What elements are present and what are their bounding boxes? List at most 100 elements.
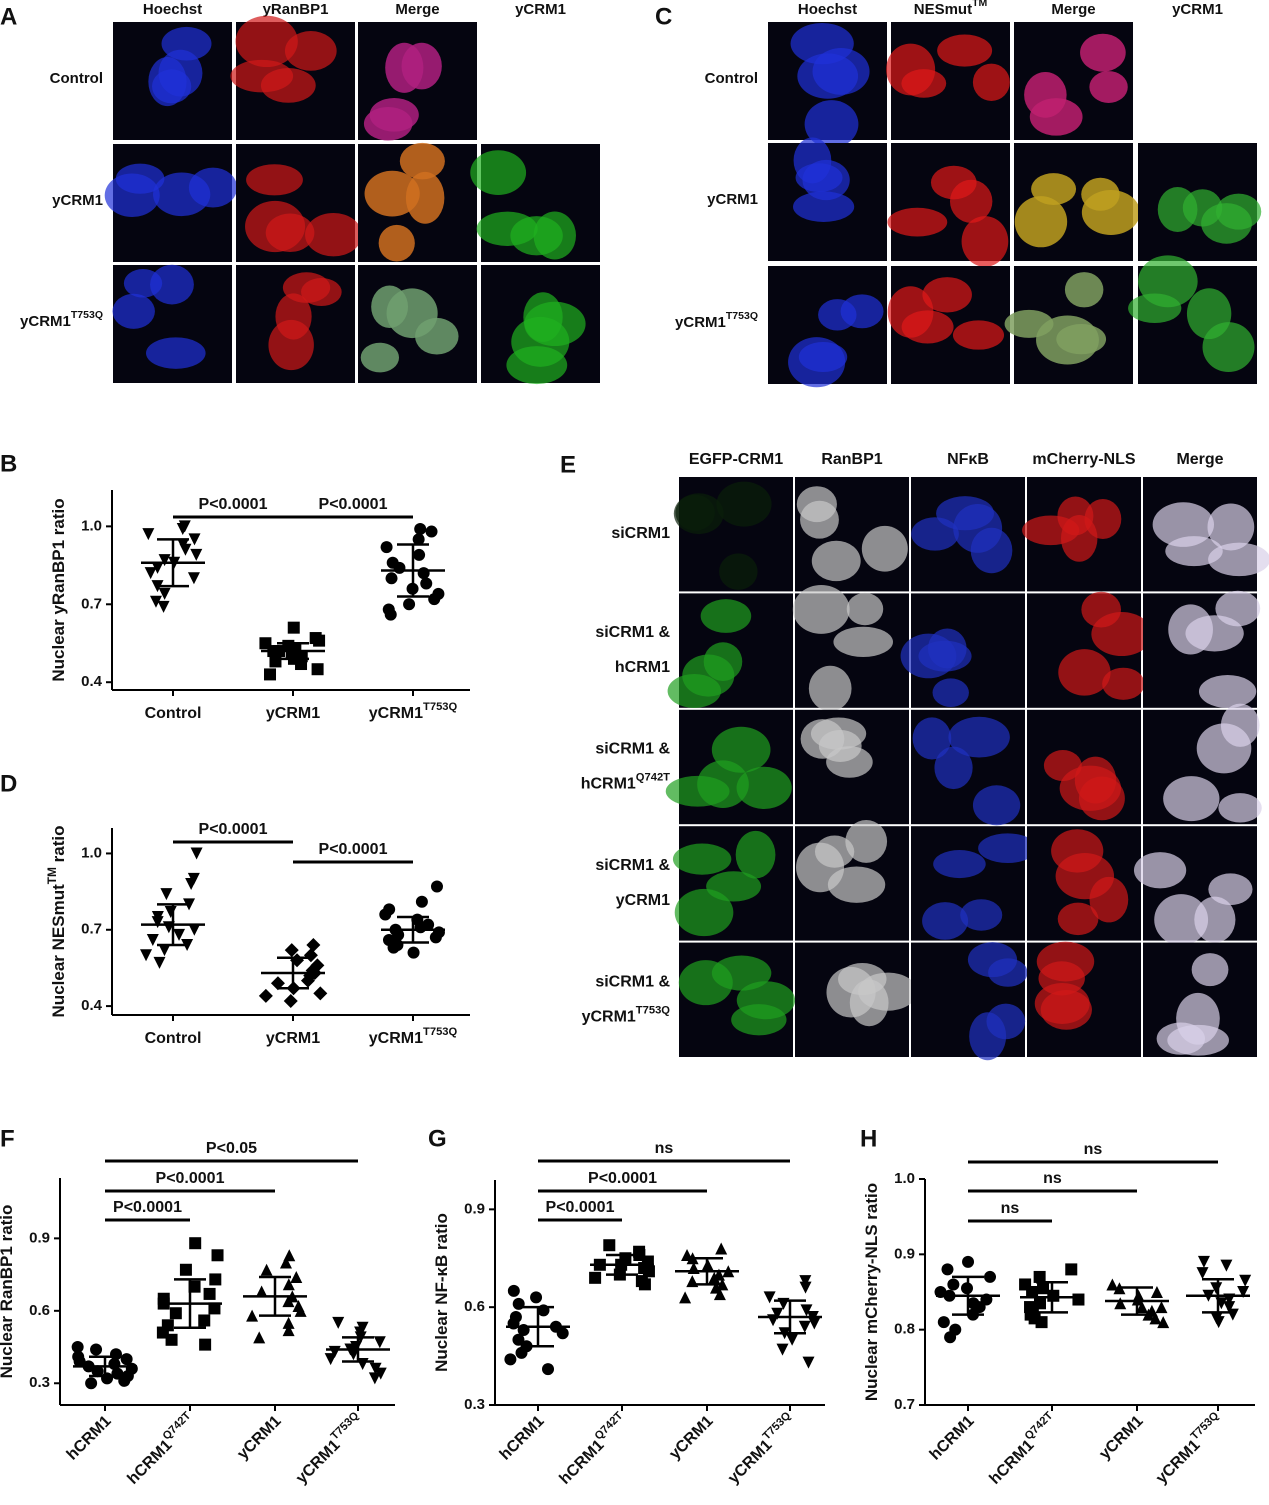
x-tick-label: hCRM1Q742T [554,1410,632,1488]
data-point [1196,1267,1209,1280]
data-point [380,541,393,554]
data-point [1072,1293,1085,1306]
y-tick-label: 0.8 [894,1321,915,1338]
y-tick-label: 0.9 [464,1200,485,1217]
x-tick-label: yCRM1T753Q [1150,1410,1228,1488]
data-point [1226,1308,1239,1321]
data-point [1197,1255,1210,1268]
data-point [412,533,425,546]
y-tick-label: 0.9 [29,1229,50,1246]
row-label: yCRM1T753Q [675,310,758,331]
cell-signal [703,642,743,681]
data-point [284,943,299,958]
cell-signal [810,717,867,750]
cell-signal [804,100,859,149]
data-point [253,1331,266,1344]
cell-signal [700,599,752,633]
data-point [189,1237,202,1250]
data-point [140,949,153,962]
data-point [1113,1282,1126,1295]
x-tick-label: hCRM1 [64,1413,115,1464]
row-label-text: siCRM1 [611,525,670,542]
cell-signal [711,955,772,991]
data-point [414,522,427,535]
cell-signal [1154,894,1209,946]
column-header: NESmutTM [914,0,988,18]
cell-signal [706,871,762,902]
row-label-text: yCRM1 [52,192,103,209]
data-point [151,916,164,929]
data-point [1035,1316,1048,1329]
cell-signal [970,527,1013,574]
cell-signal [386,288,438,339]
cell-signal [405,171,445,224]
y-axis-label: Nuclear NF-κB ratio [432,1213,451,1372]
row-label-text: yCRM1 [675,314,726,331]
data-point [507,1284,520,1297]
x-tick-label: hCRM1 [927,1413,978,1464]
y-tick-label: 0.7 [894,1396,915,1413]
significance-label: P<0.0001 [588,1170,657,1187]
panel-letter: A [0,3,17,30]
cell-signal [161,26,212,61]
data-point [962,1255,975,1268]
data-point [188,923,201,936]
data-point [160,888,173,901]
column-header: Hoechst [798,1,857,18]
x-tick-label-sup: Q742T [593,1410,626,1443]
data-point [1212,1316,1225,1329]
cell-signal [797,53,859,99]
y-axis-label-text: ratio [49,826,68,868]
row-label-sup: T753Q [636,1004,670,1016]
x-tick-label: yCRM1 [234,1413,284,1463]
cell-signal [845,820,888,863]
row-label: Control [705,70,758,87]
data-point [157,600,170,613]
data-point [512,1297,525,1310]
x-tick-label-text: hCRM1 [987,1437,1038,1488]
data-point [188,533,201,546]
data-point [420,577,433,590]
data-point [715,1242,728,1255]
data-point [429,931,442,944]
data-point [169,1307,182,1320]
data-point [313,634,326,647]
data-point [211,1249,224,1262]
data-point [1106,1278,1119,1291]
cell-signal [800,500,839,539]
cell-signal [972,785,1021,826]
column-header: yCRM1 [515,1,566,18]
cell-signal [112,293,155,329]
significance-label: P<0.05 [206,1140,257,1157]
panel-letter: D [0,770,17,797]
row-label: yCRM1 [616,892,670,909]
cell-signal [1215,590,1261,627]
cell-signal [949,179,993,223]
y-axis-label-text: Nuclear NF-κB ratio [432,1213,451,1372]
data-point [384,608,397,621]
data-point [198,1314,211,1327]
data-point [287,621,300,634]
data-point [379,908,392,921]
column-header: yRanBP1 [263,1,329,18]
cell-signal [1059,765,1122,811]
row-label-text: Control [705,70,758,87]
row-label-text: siCRM1 & [595,624,670,641]
x-tick-label-sup: T753Q [329,1410,362,1443]
cell-signal [1064,272,1104,308]
cell-signal [736,766,792,810]
row-label: hCRM1Q742T [581,771,670,792]
data-point [313,986,328,1001]
data-point [101,1372,114,1385]
data-point [947,1278,960,1291]
data-point [415,895,428,908]
column-header-sup: TM [972,0,987,9]
data-point [941,1263,954,1276]
panel-letter: H [860,1125,877,1152]
cell-signal [1208,542,1269,577]
cell-signal [1186,288,1232,340]
cell-signal [887,207,948,237]
data-point [208,1302,221,1315]
cell-signal [798,341,848,373]
cell-signal [476,211,538,246]
